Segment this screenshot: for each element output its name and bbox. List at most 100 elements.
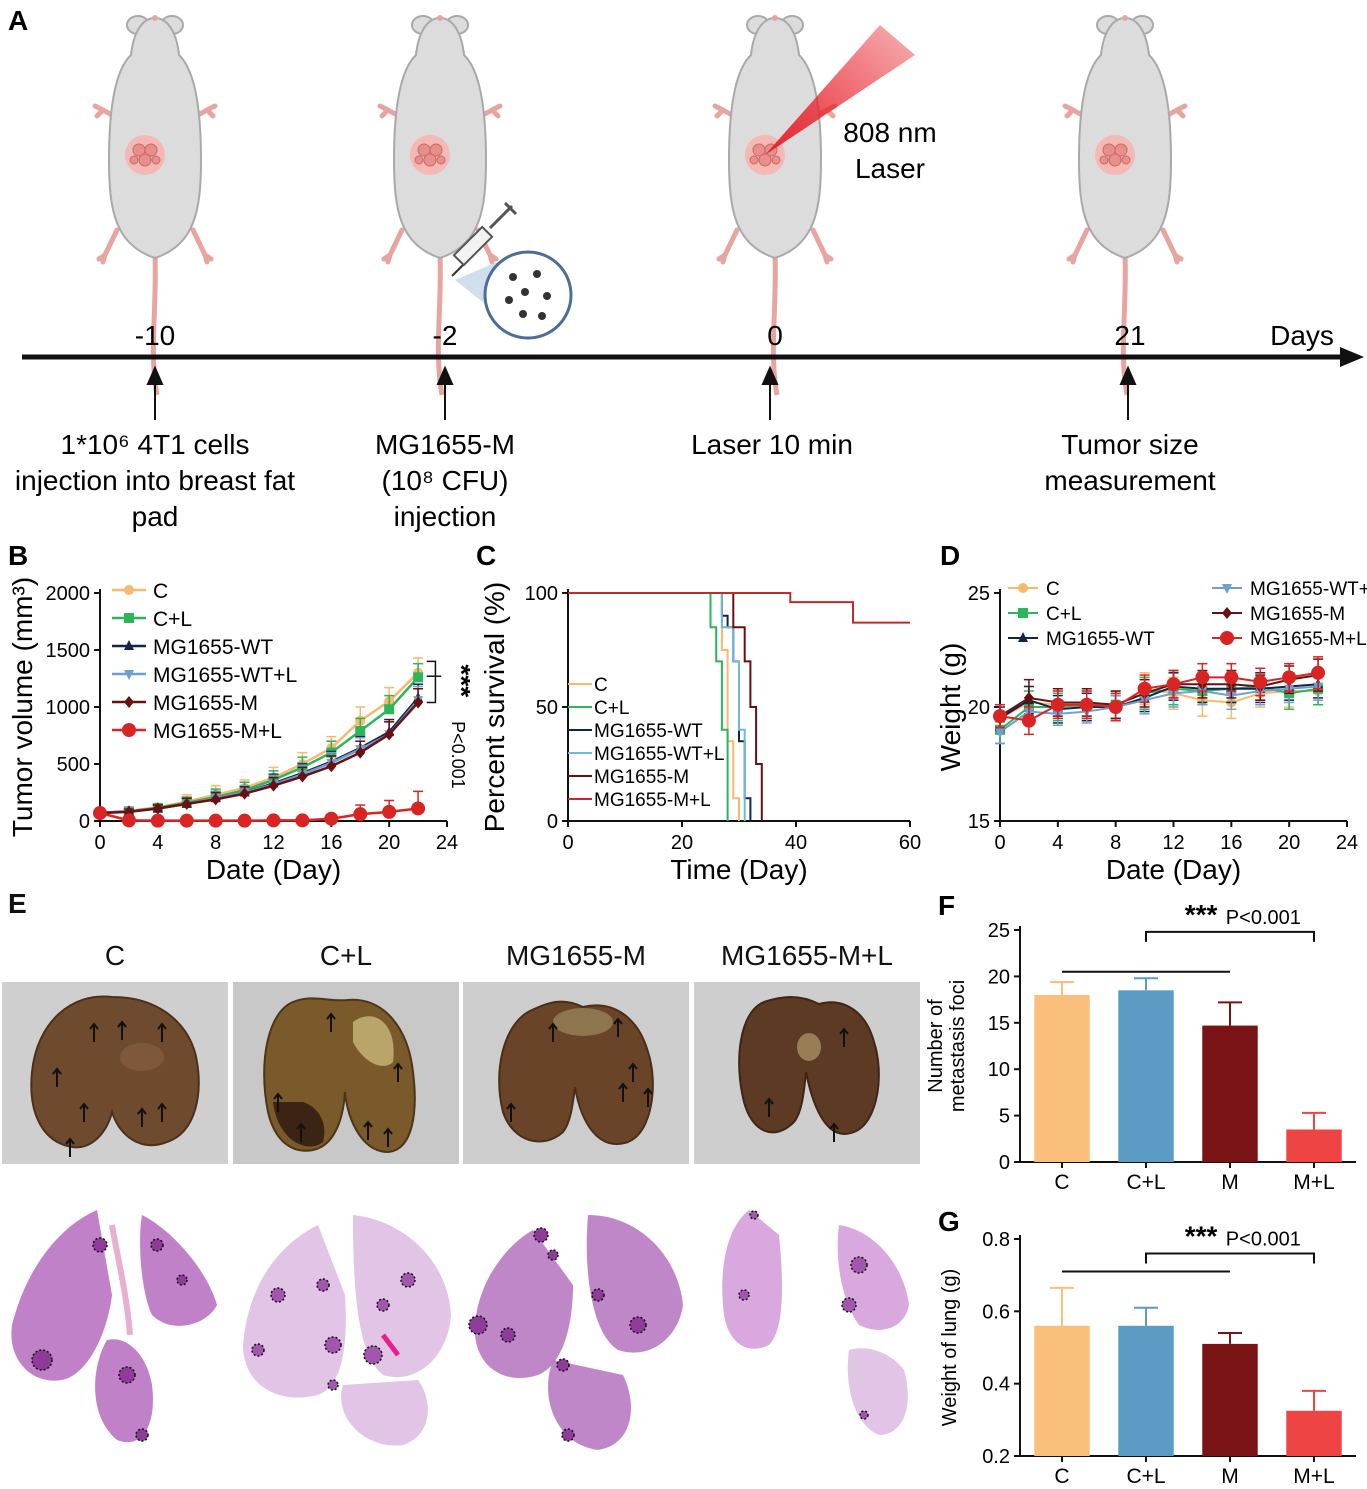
bar-m-l [1286, 1410, 1342, 1456]
data-point [1282, 670, 1297, 685]
legend-label: C+L [1046, 604, 1081, 625]
y-tick-label: 1500 [46, 640, 91, 662]
series-line [99, 699, 420, 815]
data-point [1195, 670, 1210, 685]
event-3-line-1: Laser 10 min [691, 429, 853, 460]
x-tick-label: 60 [899, 832, 921, 854]
x-tick-label: 4 [152, 832, 163, 854]
bacteria-inset-icon [483, 250, 573, 340]
legend-label: MG1655-M+L [153, 720, 282, 743]
legend-label: MG1655-WT+L [153, 664, 297, 687]
significance-bracket [1145, 1252, 1315, 1264]
data-point [1050, 697, 1065, 712]
significance-stars: *** [446, 664, 470, 697]
legend-label: C+L [153, 608, 192, 631]
y-tick-label: 0 [79, 811, 90, 833]
legend-label: MG1655-WT [1046, 629, 1155, 650]
metastasis-foci-chart: F 0 5 10 15 20 25 C C+L M M+L *** P<0.001 Number of m… [925, 890, 1356, 1194]
legend-marker [1222, 584, 1232, 594]
survival-curve-c-l [568, 592, 729, 821]
survival-curve-mg1655-wt-l [568, 592, 746, 821]
data-point [266, 813, 281, 828]
y-tick-label: 20 [968, 697, 990, 719]
x-tick-label: 20 [1278, 832, 1300, 854]
legend-marker [1018, 583, 1028, 593]
legend-label: MG1655-M+L [1250, 629, 1367, 650]
y-axis-title: Percent survival (%) [479, 582, 510, 833]
y-tick-label: 500 [57, 754, 90, 776]
lung-column-label-4: MG1655-M+L [721, 940, 893, 971]
x-tick-label: M [1221, 1465, 1239, 1488]
legend-marker [124, 696, 134, 708]
legend-marker [1222, 607, 1232, 619]
significance-stars: *** [1185, 1220, 1218, 1251]
data-point [413, 696, 424, 709]
bar-c [1034, 994, 1090, 1162]
bar-m-l [1286, 1129, 1342, 1162]
x-tick-label: 8 [1110, 832, 1121, 854]
data-point [993, 709, 1007, 724]
x-tick-label: M [1221, 1171, 1239, 1194]
legend-label: C+L [594, 698, 629, 719]
legend-label: MG1655-M+L [594, 790, 711, 811]
series-mg1655-m-l [993, 656, 1326, 736]
significance-bracket [426, 660, 437, 704]
event-2-line-1: MG1655-M [375, 429, 515, 460]
panel-label-f: F [938, 890, 955, 921]
legend-marker [124, 585, 134, 595]
timeline-day-1: -10 [135, 320, 175, 351]
legend-marker [124, 670, 134, 680]
laser-label-line-2: Laser [855, 153, 925, 184]
panel-label-d: D [940, 540, 960, 571]
data-point [1021, 713, 1036, 728]
significance-pvalue: P<0.001 [448, 721, 468, 789]
x-tick-label: 24 [436, 832, 458, 854]
panel-label-e: E [8, 888, 27, 919]
data-point [384, 704, 395, 715]
lung-histology-cl [243, 1215, 451, 1446]
lung-column-label-3: MG1655-M [505, 940, 647, 971]
x-tick-label: 24 [1336, 832, 1358, 854]
x-tick-label: 40 [785, 832, 807, 854]
data-point [1166, 677, 1181, 692]
series-mg1655-wt [95, 683, 424, 818]
series-mg1655-wt-l [95, 685, 424, 820]
data-point [1253, 674, 1268, 689]
data-point [1224, 670, 1239, 685]
y-tick-label: 5 [999, 1106, 1010, 1128]
survival-curve-mg1655-m [568, 592, 763, 821]
timeline-day-2: -2 [433, 320, 458, 351]
y-tick-label: 20 [988, 966, 1010, 988]
lung-column-label-2: C+L [319, 940, 373, 971]
event-1-line-1: 1*10⁶ 4T1 cells [61, 429, 250, 460]
significance-pvalue: P<0.001 [1226, 907, 1301, 929]
data-point [179, 813, 194, 828]
x-tick-label: 0 [94, 832, 105, 854]
event-1-line-2: injection into breast fat [15, 465, 295, 496]
y-tick-label: 25 [988, 920, 1010, 942]
y-axis-title: Tumor volume (mm³) [7, 577, 38, 837]
y-axis-title: Weight (g) [935, 643, 966, 772]
legend-label: C [594, 675, 608, 696]
panel-label-c: C [476, 540, 496, 571]
panel-label-g: G [938, 1206, 960, 1237]
data-point [382, 804, 397, 819]
legend-marker [122, 723, 136, 737]
y-tick-label: 15 [988, 1013, 1010, 1035]
y-tick-label: 0.8 [982, 1229, 1010, 1251]
series-line [99, 701, 420, 815]
lung-histology-c [11, 1210, 217, 1443]
legend-marker [124, 640, 134, 650]
data-point [326, 760, 337, 773]
legend-label: MG1655-WT+L [1250, 579, 1367, 600]
legend-label: MG1655-WT [594, 721, 703, 742]
tumor-volume-chart: B 0 4 8 12 16 20 24 0 500 1000 1500 2000 Date (Day) T… [7, 540, 470, 885]
data-point [1108, 700, 1123, 714]
x-tick-label: C [1054, 1465, 1069, 1488]
data-point [1137, 681, 1152, 696]
bar-m [1202, 1343, 1258, 1456]
event-4-line-1: Tumor size [1061, 429, 1198, 460]
data-point [208, 813, 223, 828]
y-tick-label: 0.6 [982, 1301, 1010, 1323]
